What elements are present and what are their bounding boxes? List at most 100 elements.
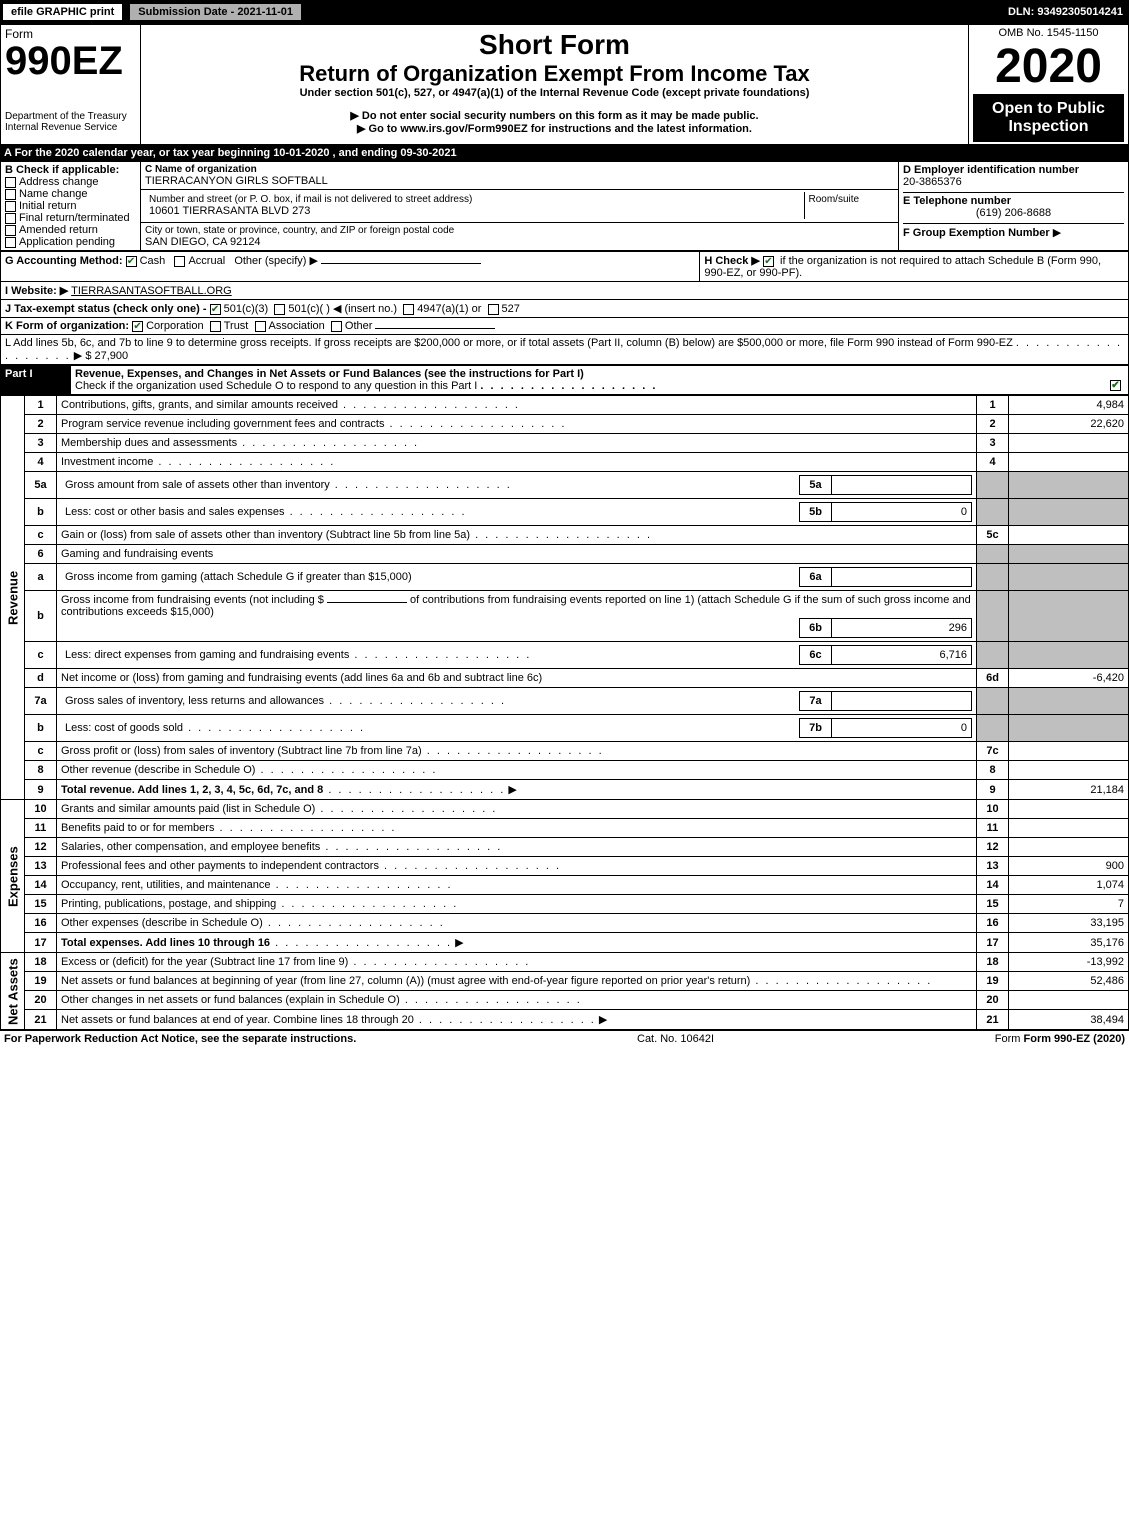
line-21-val: 38,494: [1009, 1010, 1129, 1030]
line-8-text: Other revenue (describe in Schedule O): [61, 764, 255, 776]
footer-right: Form Form 990-EZ (2020): [995, 1033, 1125, 1045]
other-org-input[interactable]: [375, 328, 495, 329]
line-9-val: 21,184: [1009, 780, 1129, 800]
line-5b-val-shaded: [1009, 499, 1129, 526]
main-title: Return of Organization Exempt From Incom…: [149, 61, 960, 87]
line-6b-blank[interactable]: [327, 602, 407, 603]
goto-link[interactable]: ▶ Go to www.irs.gov/Form990EZ for instru…: [149, 122, 960, 135]
line-15-num: 15: [25, 895, 57, 914]
line-5a-val-shaded: [1009, 472, 1129, 499]
chk-other-org[interactable]: [331, 321, 342, 332]
line-6-text: Gaming and fundraising events: [57, 545, 977, 564]
line-5b-num: b: [25, 499, 57, 526]
box-l-arrow: ▶ $: [74, 350, 92, 362]
box-c-label: C Name of organization: [145, 164, 894, 175]
box-b-label: B Check if applicable:: [5, 164, 136, 176]
line-6c-text: Less: direct expenses from gaming and fu…: [65, 649, 349, 661]
line-11-text: Benefits paid to or for members: [61, 822, 214, 834]
line-7c-val: [1009, 742, 1129, 761]
chk-cash[interactable]: [126, 256, 137, 267]
line-19-val: 52,486: [1009, 972, 1129, 991]
chk-application-pending[interactable]: Application pending: [5, 236, 136, 248]
line-5c-val: [1009, 526, 1129, 545]
tax-year: 2020: [973, 39, 1124, 94]
line-7a-box-shaded: [977, 688, 1009, 715]
other-specify: Other (specify) ▶: [234, 255, 318, 267]
line-14-box: 14: [977, 876, 1009, 895]
line-4-text: Investment income: [61, 456, 153, 468]
subtitle: Under section 501(c), 527, or 4947(a)(1)…: [149, 87, 960, 99]
line-3-text: Membership dues and assessments: [61, 437, 237, 449]
line-18-box: 18: [977, 953, 1009, 972]
chk-corporation[interactable]: [132, 321, 143, 332]
room-suite-label: Room/suite: [809, 194, 891, 205]
line-8-box: 8: [977, 761, 1009, 780]
line-5c-box: 5c: [977, 526, 1009, 545]
part1-title: Revenue, Expenses, and Changes in Net As…: [75, 368, 584, 380]
line-17-text: Total expenses. Add lines 10 through 16: [61, 937, 270, 949]
chk-trust[interactable]: [210, 321, 221, 332]
line-21-box: 21: [977, 1010, 1009, 1030]
chk-accrual[interactable]: [174, 256, 185, 267]
line-6c-num: c: [25, 642, 57, 669]
line-5c-num: c: [25, 526, 57, 545]
line-3-val: [1009, 434, 1129, 453]
line-7a-num: 7a: [25, 688, 57, 715]
line-18-text: Excess or (deficit) for the year (Subtra…: [61, 956, 348, 968]
submission-date: Submission Date - 2021-11-01: [129, 3, 302, 21]
part1-lines: Revenue 1 Contributions, gifts, grants, …: [0, 395, 1129, 1030]
open-to-public: Open to Public Inspection: [973, 94, 1124, 142]
line-11-num: 11: [25, 819, 57, 838]
line-7b-val-shaded: [1009, 715, 1129, 742]
line-6a-box-shaded: [977, 564, 1009, 591]
chk-amended-return[interactable]: Amended return: [5, 224, 136, 236]
line-17-num: 17: [25, 933, 57, 953]
chk-initial-return[interactable]: Initial return: [5, 200, 136, 212]
chk-address-change[interactable]: Address change: [5, 176, 136, 188]
line-5a-subval: [832, 476, 972, 495]
chk-501c3[interactable]: [210, 304, 221, 315]
line-7b-text: Less: cost of goods sold: [65, 722, 183, 734]
chk-527[interactable]: [488, 304, 499, 315]
irs-label: Internal Revenue Service: [5, 122, 136, 133]
line-21-text: Net assets or fund balances at end of ye…: [61, 1014, 414, 1026]
line-6a-val-shaded: [1009, 564, 1129, 591]
efile-print-button[interactable]: efile GRAPHIC print: [2, 3, 123, 21]
chk-schedule-b[interactable]: [763, 256, 774, 267]
chk-association[interactable]: [255, 321, 266, 332]
chk-name-change[interactable]: Name change: [5, 188, 136, 200]
line-12-num: 12: [25, 838, 57, 857]
line-6-num: 6: [25, 545, 57, 564]
line-6d-text: Net income or (loss) from gaming and fun…: [61, 672, 542, 684]
line-10-val: [1009, 800, 1129, 819]
city-state-zip: SAN DIEGO, CA 92124: [145, 236, 894, 248]
website-value[interactable]: TIERRASANTASOFTBALL.ORG: [71, 285, 232, 297]
box-e-label: E Telephone number: [903, 192, 1124, 207]
line-2-num: 2: [25, 415, 57, 434]
chk-4947[interactable]: [403, 304, 414, 315]
ein-value: 20-3865376: [903, 176, 1124, 188]
chk-501c[interactable]: [274, 304, 285, 315]
line-17-box: 17: [977, 933, 1009, 953]
part1-header: Part I Revenue, Expenses, and Changes in…: [0, 365, 1129, 395]
line-8-val: [1009, 761, 1129, 780]
line-21-num: 21: [25, 1010, 57, 1030]
line-15-box: 15: [977, 895, 1009, 914]
line-6c-val-shaded: [1009, 642, 1129, 669]
box-d-label: D Employer identification number: [903, 164, 1124, 176]
other-specify-input[interactable]: [321, 263, 481, 264]
chk-final-return[interactable]: Final return/terminated: [5, 212, 136, 224]
line-6b-val-shaded: [1009, 591, 1129, 642]
line-10-box: 10: [977, 800, 1009, 819]
section-a-tax-year: A For the 2020 calendar year, or tax yea…: [0, 145, 1129, 161]
line-20-num: 20: [25, 991, 57, 1010]
chk-schedule-o[interactable]: [1110, 380, 1121, 391]
line-5b-subval: 0: [832, 503, 972, 522]
part1-label: Part I: [1, 366, 71, 395]
line-15-text: Printing, publications, postage, and shi…: [61, 898, 276, 910]
line-19-box: 19: [977, 972, 1009, 991]
line-6a-num: a: [25, 564, 57, 591]
line-6d-box: 6d: [977, 669, 1009, 688]
line-3-num: 3: [25, 434, 57, 453]
line-6b-num: b: [25, 591, 57, 642]
